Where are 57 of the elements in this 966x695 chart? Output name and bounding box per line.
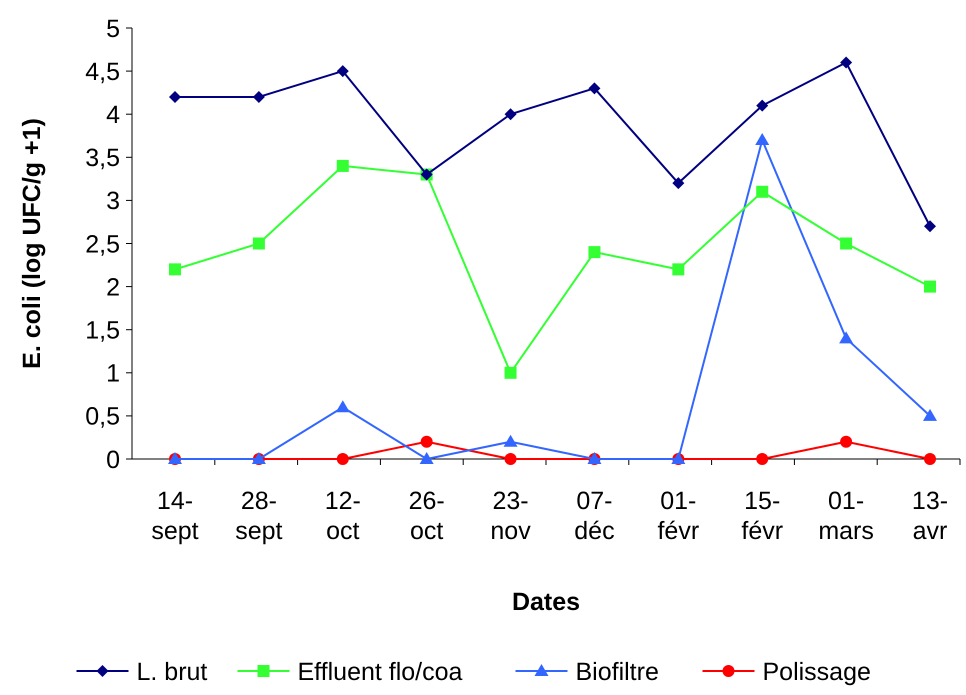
point — [756, 100, 768, 112]
point — [756, 186, 768, 198]
point — [672, 263, 684, 276]
y-tick-label: 4 — [106, 100, 120, 129]
legend-label: Biofiltre — [576, 658, 659, 686]
point — [504, 108, 517, 120]
point — [169, 90, 181, 103]
x-tick-label: 01-févr — [657, 487, 700, 545]
y-tick-label: 3 — [106, 187, 120, 216]
x-tick-label: 13-avr — [912, 487, 948, 545]
y-tick-label: 1 — [106, 360, 120, 388]
point — [336, 400, 350, 412]
y-tick-label: 2,5 — [85, 230, 120, 258]
x-tick-label: 01-mars — [818, 487, 874, 545]
x-tick-label: 23-nov — [490, 487, 532, 545]
point — [420, 436, 433, 448]
y-axis-title: E. coli (log UFC/g +1) — [18, 118, 46, 369]
point — [169, 263, 181, 276]
point — [923, 408, 937, 421]
x-axis-title: Dates — [512, 588, 580, 616]
x-tick-label: 14-sept — [151, 487, 199, 545]
y-tick-label: 0 — [106, 446, 120, 474]
point — [924, 220, 936, 232]
legend-label: L. brut — [136, 658, 208, 686]
point — [336, 160, 349, 172]
point — [924, 280, 936, 293]
y-tick-label: 2 — [106, 273, 120, 302]
x-tick-label: 15-févr — [741, 487, 784, 545]
x-tick-label: 26-oct — [408, 487, 445, 545]
point — [588, 82, 600, 94]
point — [336, 65, 349, 78]
y-tick-label: 3,5 — [85, 144, 120, 172]
point — [840, 436, 852, 448]
point — [756, 453, 768, 465]
point — [672, 177, 684, 190]
point — [840, 238, 852, 250]
point — [504, 434, 518, 447]
point — [504, 366, 517, 379]
legend-label: Effluent flo/coa — [298, 658, 463, 686]
point — [924, 453, 936, 465]
point — [839, 331, 854, 344]
point — [252, 90, 265, 103]
legend-label: Polissage — [762, 658, 871, 686]
x-tick-label: 12-oct — [324, 487, 361, 545]
point — [504, 453, 517, 465]
point — [252, 238, 265, 250]
point — [420, 452, 434, 464]
point — [588, 246, 600, 258]
y-tick-label: 0,5 — [85, 402, 120, 431]
y-tick-label: 5 — [106, 14, 120, 43]
y-tick-label: 4,5 — [85, 58, 120, 86]
point — [840, 56, 852, 68]
point — [336, 453, 349, 465]
x-tick-label: 07-déc — [574, 487, 615, 545]
point — [755, 133, 770, 146]
y-tick-label: 1,5 — [85, 316, 120, 344]
x-tick-label: 28-sept — [235, 487, 283, 545]
